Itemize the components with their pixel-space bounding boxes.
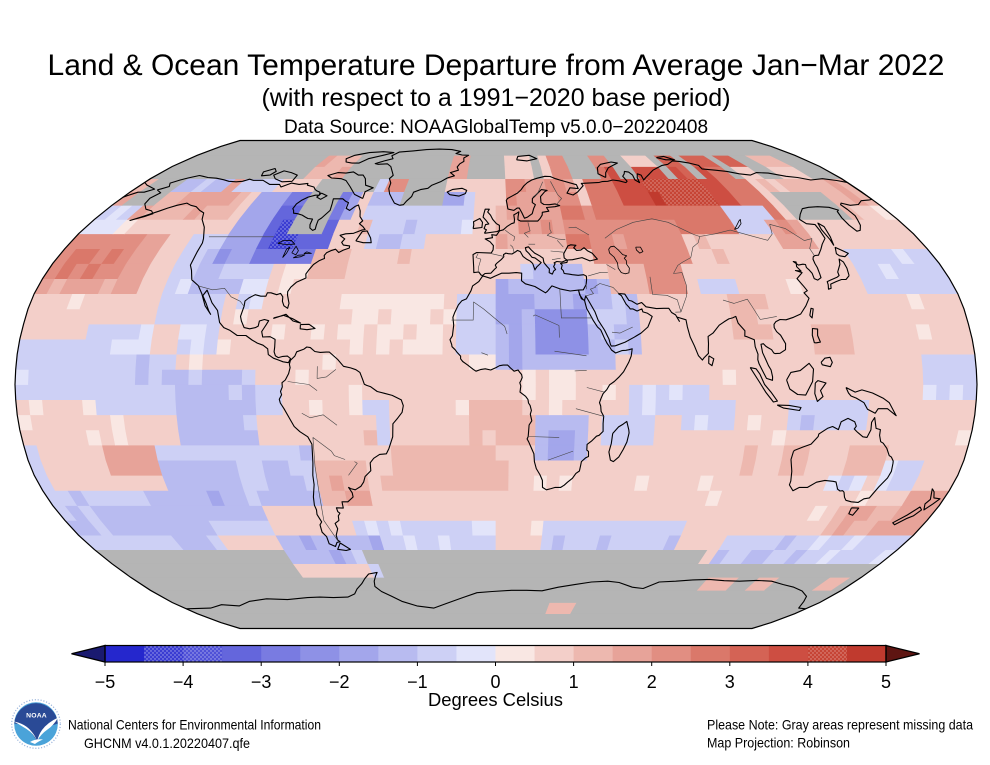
svg-text:Please Note: Gray areas repres: Please Note: Gray areas represent missin…: [707, 717, 973, 733]
svg-text:4: 4: [803, 672, 813, 692]
svg-text:Land & Ocean Temperature Depar: Land & Ocean Temperature Departure from …: [48, 49, 945, 82]
svg-text:Map Projection: Robinson: Map Projection: Robinson: [707, 735, 850, 751]
svg-text:NOAA: NOAA: [26, 713, 47, 720]
svg-text:2: 2: [647, 672, 657, 692]
svg-text:(with respect to a 1991−2020 b: (with respect to a 1991−2020 base period…: [261, 84, 730, 112]
svg-text:−2: −2: [329, 672, 350, 692]
svg-text:−1: −1: [407, 672, 428, 692]
svg-text:−5: −5: [95, 672, 116, 692]
svg-text:−3: −3: [251, 672, 272, 692]
svg-text:National Centers for Environme: National Centers for Environmental Infor…: [68, 717, 321, 733]
svg-text:0: 0: [490, 672, 500, 692]
svg-text:Degrees Celsius: Degrees Celsius: [428, 690, 563, 710]
svg-text:1: 1: [569, 672, 579, 692]
svg-text:−4: −4: [173, 672, 194, 692]
svg-text:3: 3: [725, 672, 735, 692]
svg-text:GHCNM v4.0.1.20220407.qfe: GHCNM v4.0.1.20220407.qfe: [84, 735, 250, 751]
svg-text:Data Source: NOAAGlobalTemp v5: Data Source: NOAAGlobalTemp v5.0.0−20220…: [284, 117, 708, 138]
svg-text:5: 5: [881, 672, 891, 692]
